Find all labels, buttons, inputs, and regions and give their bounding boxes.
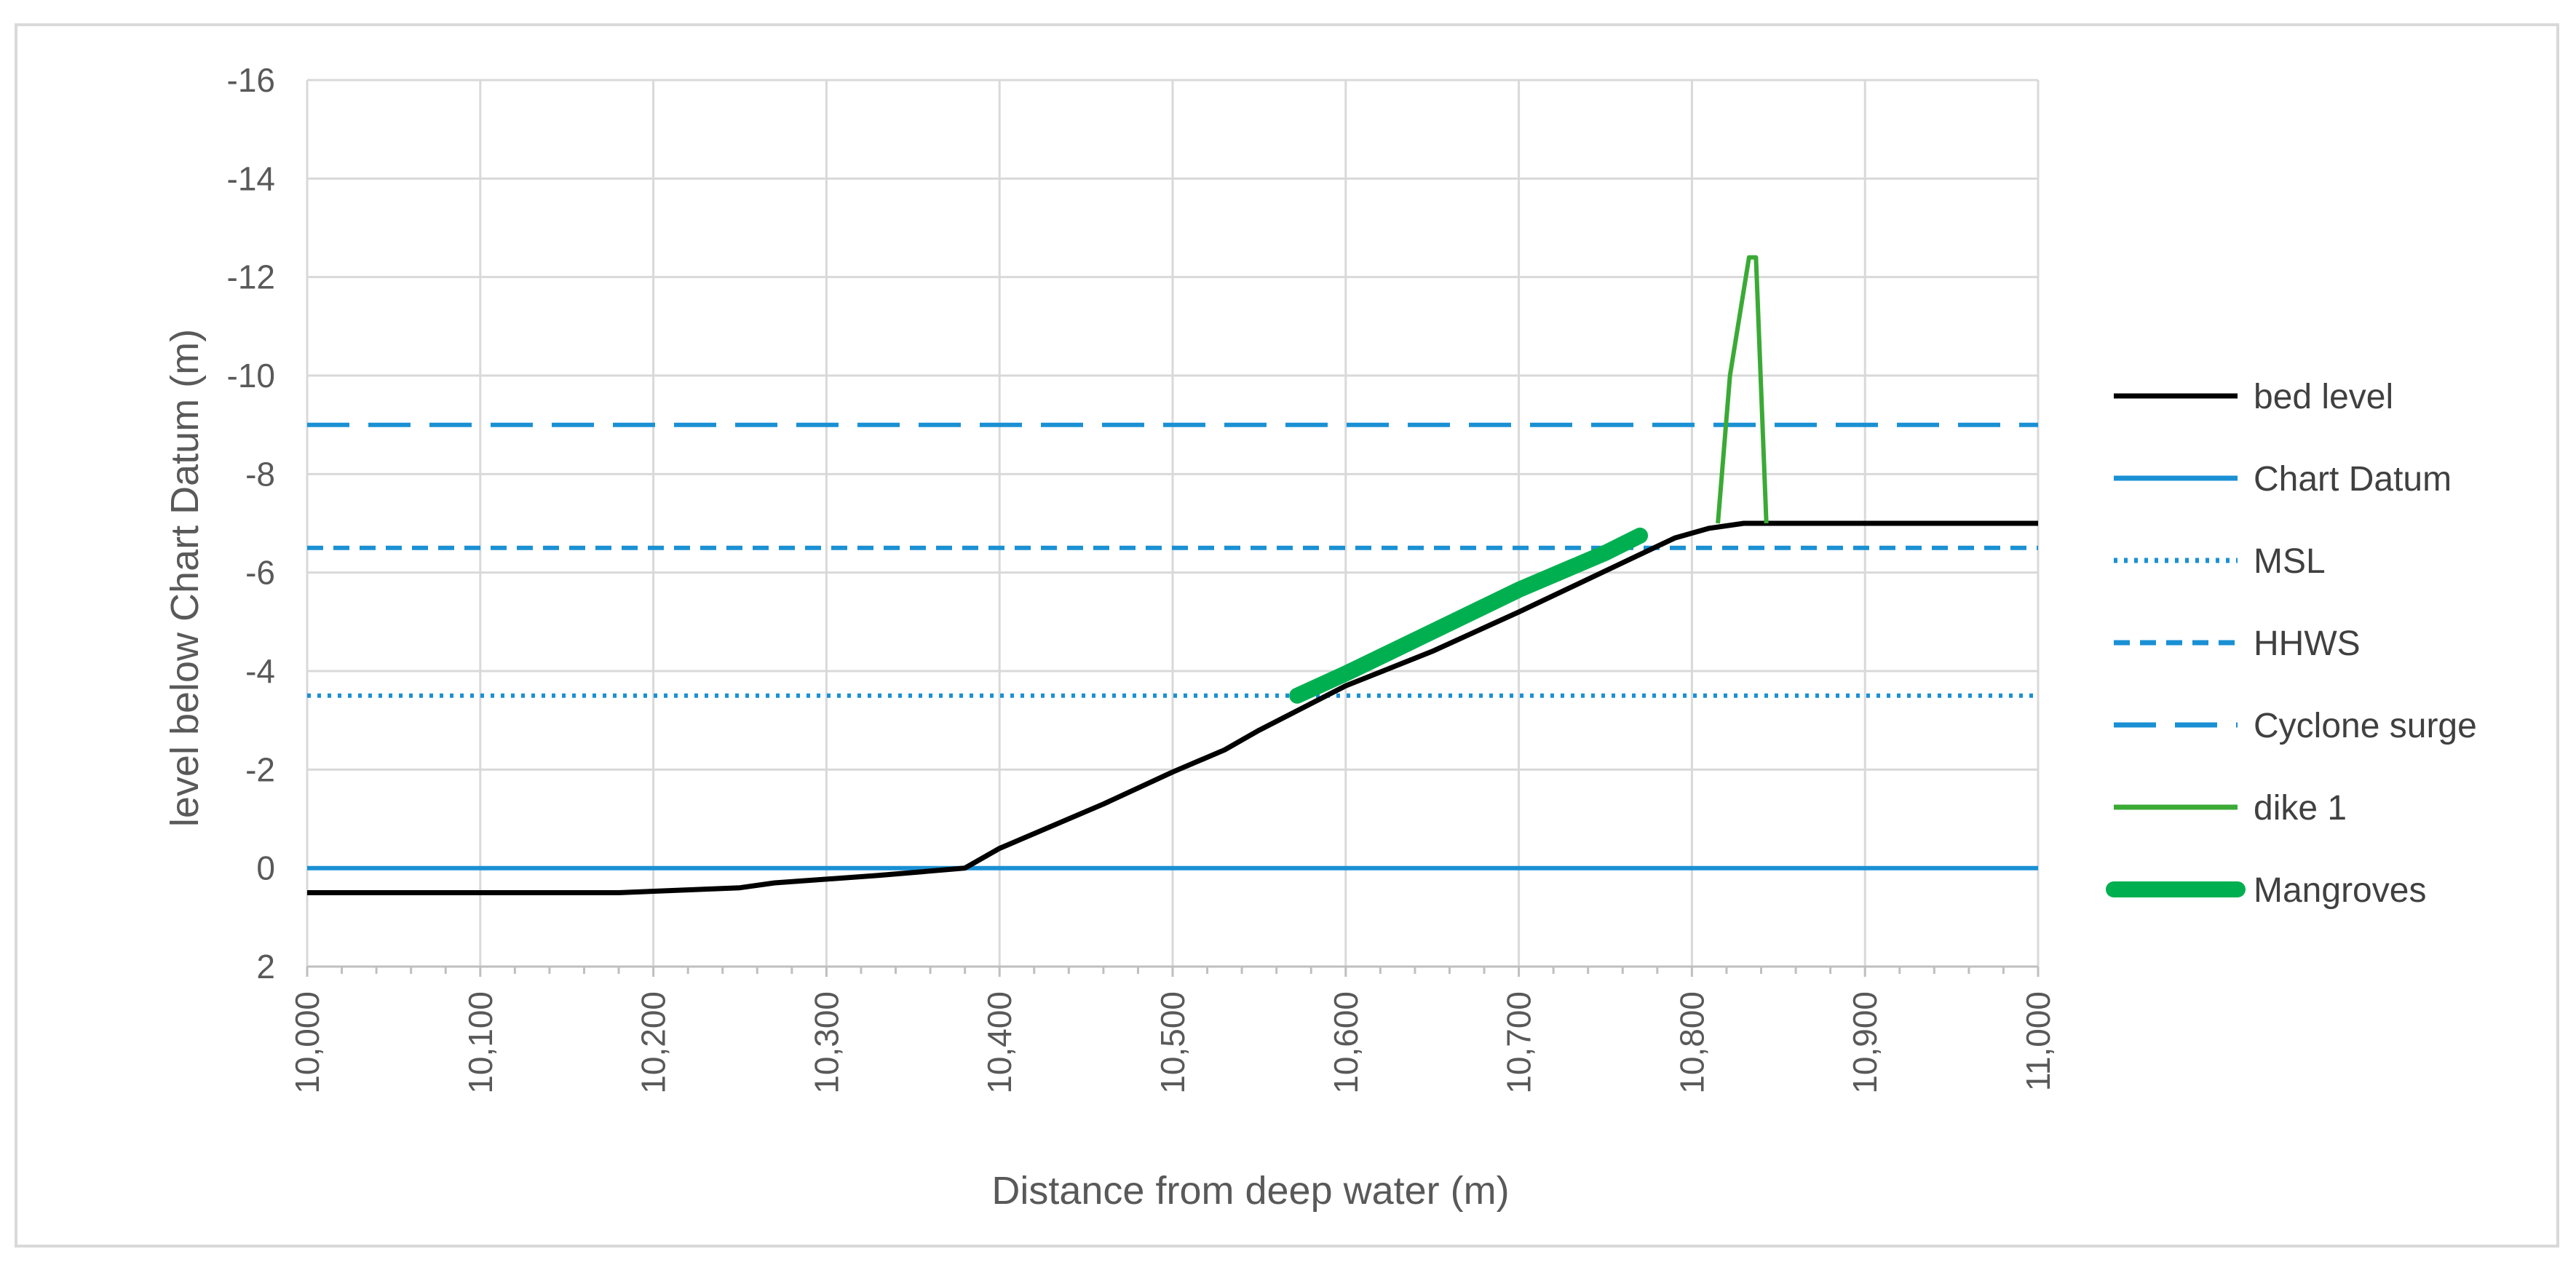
x-tick-label: 10,800 — [1673, 991, 1711, 1094]
legend-label: bed level — [2254, 378, 2393, 416]
legend-label: dike 1 — [2254, 789, 2347, 828]
axes — [306, 965, 2040, 977]
legend-label: Cyclone surge — [2254, 707, 2477, 745]
y-tick-label: -14 — [227, 159, 275, 197]
line-chart: -16 -14 -12 -10 -8 -6 -4 -2 0 2 10,000 10,100 10,200… — [163, 61, 2477, 1213]
legend-label: Chart Datum — [2254, 460, 2452, 499]
series-line-dike-1 — [1716, 255, 1769, 524]
x-tick-label: 10,600 — [1327, 991, 1365, 1094]
x-tick-label: 10,300 — [807, 991, 845, 1094]
y-tick-label: 0 — [256, 849, 275, 887]
x-tick-label: 10,400 — [980, 991, 1018, 1094]
series-line-mangroves — [1289, 527, 1649, 704]
legend-label: HHWS — [2254, 624, 2361, 663]
x-tick-label: 10,900 — [1846, 991, 1884, 1094]
series-layer — [307, 255, 2038, 895]
grid — [306, 79, 2040, 968]
legend-label: Mangroves — [2254, 871, 2426, 910]
x-tick-label: 10,000 — [288, 991, 326, 1094]
x-tick-label: 10,700 — [1500, 991, 1538, 1094]
y-axis-title: level below Chart Datum (m) — [163, 329, 207, 827]
y-tick-label: -10 — [227, 357, 275, 394]
series-line-bed-level — [307, 520, 2038, 895]
legend: bed level Chart Datum MSL HHWS Cyclone surge… — [2106, 378, 2477, 910]
x-tick-label: 10,200 — [635, 991, 673, 1094]
legend-label: MSL — [2254, 542, 2326, 581]
x-tick-label: 11,000 — [2019, 991, 2057, 1091]
y-tick-label: -8 — [245, 455, 275, 493]
chart-frame: -16 -14 -12 -10 -8 -6 -4 -2 0 2 10,000 10,100 10,200… — [15, 23, 2559, 1248]
y-tick-label: 2 — [256, 948, 275, 986]
tick-labels: -16 -14 -12 -10 -8 -6 -4 -2 0 2 10,000 10,100 10,200… — [227, 61, 2057, 1094]
y-tick-label: -6 — [245, 554, 275, 592]
y-tick-label: -2 — [245, 750, 275, 788]
y-tick-label: -12 — [227, 258, 275, 296]
y-tick-label: -16 — [227, 61, 275, 99]
x-axis-title: Distance from deep water (m) — [991, 1169, 1509, 1213]
x-tick-label: 10,100 — [461, 991, 499, 1094]
y-tick-label: -4 — [245, 652, 275, 690]
x-tick-label: 10,500 — [1154, 991, 1192, 1094]
